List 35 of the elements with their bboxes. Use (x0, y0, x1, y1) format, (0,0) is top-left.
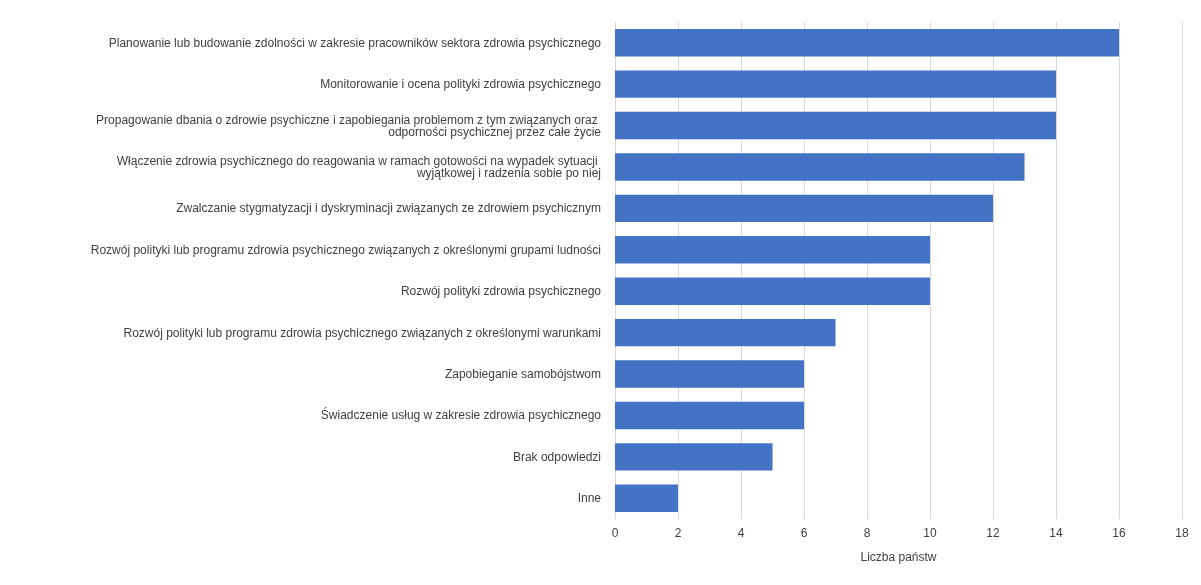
x-tick-label: 14 (1049, 526, 1063, 540)
bar (615, 29, 1119, 57)
bar (615, 111, 1056, 140)
x-tick-label: 18 (1175, 526, 1189, 540)
y-tick-label: Planowanie lub budowanie zdolności w zakresie pracowników sektora zdrowia psychicznego (108, 35, 602, 50)
y-tick-label: Rozwój polityki zdrowia psychicznego (400, 284, 602, 299)
x-tick-label: 8 (863, 526, 871, 540)
x-tick-label: 10 (923, 526, 937, 540)
bar (615, 153, 1025, 181)
x-tick-label: 2 (674, 526, 682, 540)
bar (615, 360, 804, 388)
y-tick-label: Inne (577, 491, 602, 506)
x-tick-label: 12 (986, 526, 1000, 540)
y-tick-label: Zapobieganie samobójstwom (444, 367, 601, 382)
bar (615, 236, 930, 264)
y-tick-label: Zwalczanie stygmatyzacji i dyskryminacji związanych ze zdrowiem psychicznym (176, 201, 601, 216)
bar (615, 194, 993, 223)
bar (615, 318, 836, 347)
y-tick-label: Monitorowanie i ocena polityki zdrowia psychicznego (320, 77, 602, 92)
x-tick-label: 4 (737, 526, 745, 540)
x-tick-label: 16 (1112, 526, 1126, 540)
x-axis-title: Liczba państw (860, 550, 937, 564)
y-tick-label: Brak odpowiedzi (512, 449, 601, 464)
bar (615, 70, 1056, 98)
bar (615, 484, 678, 512)
y-tick-label: Włączenie zdrowia psychicznego do reagowania w ramach gotowości na wypadek sytuacji wyjątkowej i radzenia sobie po niej (116, 153, 601, 180)
x-tick-label: 6 (800, 526, 808, 540)
bar (615, 443, 773, 471)
y-tick-label: Rozwój polityki lub programu zdrowia psychicznego związanych z określonymi warunkami (123, 325, 601, 340)
bar (615, 401, 804, 430)
x-tick-label: 0 (611, 526, 619, 540)
bar (615, 277, 930, 305)
y-tick-label: Rozwój polityki lub programu zdrowia psychicznego związanych z określonymi grupami ludności (90, 242, 601, 257)
y-tick-label: Propagowanie dbania o zdrowie psychiczne i zapobiegania problemom z tym związanych oraz odporności psychicznej przez całe życie (96, 112, 602, 139)
y-tick-label: Świadczenie usług w zakresie zdrowia psychicznego (320, 407, 602, 423)
